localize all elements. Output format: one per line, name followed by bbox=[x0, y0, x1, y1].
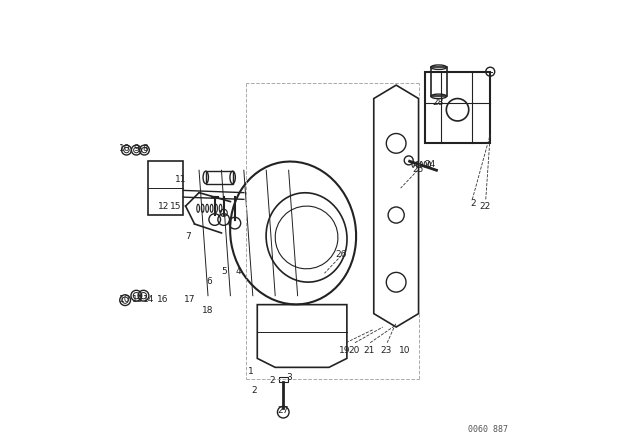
Text: 8: 8 bbox=[143, 144, 148, 153]
Bar bbox=[148, 161, 184, 215]
Text: 2: 2 bbox=[471, 199, 476, 208]
Bar bbox=[425, 72, 490, 143]
Text: 17: 17 bbox=[184, 295, 196, 304]
Text: 28: 28 bbox=[432, 98, 444, 107]
Text: 16: 16 bbox=[157, 295, 168, 304]
Text: 2: 2 bbox=[269, 376, 275, 385]
Text: 14: 14 bbox=[143, 295, 154, 304]
Text: 7: 7 bbox=[185, 232, 191, 241]
Text: 27: 27 bbox=[278, 406, 289, 415]
Text: 23: 23 bbox=[381, 346, 392, 355]
Text: 2: 2 bbox=[251, 386, 257, 395]
Text: 5: 5 bbox=[221, 267, 227, 276]
Text: 12: 12 bbox=[157, 202, 169, 211]
Text: 11: 11 bbox=[175, 175, 186, 184]
Bar bbox=[279, 377, 288, 382]
Text: 0060 887: 0060 887 bbox=[468, 425, 508, 434]
Text: 19: 19 bbox=[339, 346, 350, 355]
Text: 1: 1 bbox=[248, 367, 253, 376]
Text: 9: 9 bbox=[134, 144, 139, 153]
Bar bbox=[431, 67, 447, 96]
Text: 20: 20 bbox=[348, 346, 360, 355]
Text: 15: 15 bbox=[170, 202, 182, 211]
Text: 13: 13 bbox=[131, 295, 143, 304]
Text: 25: 25 bbox=[412, 165, 423, 174]
Text: 22: 22 bbox=[479, 202, 490, 211]
Text: 18: 18 bbox=[202, 306, 214, 314]
Text: 10: 10 bbox=[399, 346, 410, 355]
Text: 21: 21 bbox=[364, 346, 375, 355]
Text: 10: 10 bbox=[118, 295, 130, 304]
Text: 26: 26 bbox=[335, 250, 346, 259]
Text: 4: 4 bbox=[236, 267, 241, 276]
Text: 10: 10 bbox=[118, 144, 130, 153]
Text: 6: 6 bbox=[206, 277, 212, 286]
Text: 3: 3 bbox=[287, 373, 292, 382]
Bar bbox=[206, 171, 233, 184]
Text: 24: 24 bbox=[424, 160, 435, 169]
